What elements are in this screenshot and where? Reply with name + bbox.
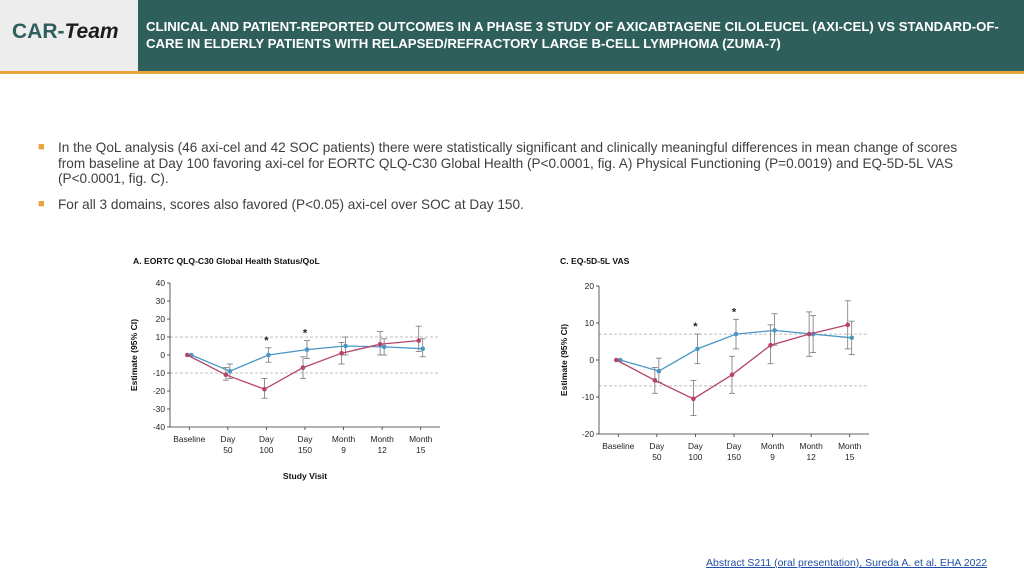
x-tick-label: 12: [377, 445, 387, 455]
y-tick-label: 20: [156, 314, 166, 324]
x-tick-label: Day: [259, 434, 275, 444]
y-tick-label: 30: [156, 296, 166, 306]
data-point: [768, 342, 773, 348]
bullet-item: ■ In the QoL analysis (46 axi-cel and 42 …: [38, 140, 988, 187]
bullet-text: For all 3 domains, scores also favored (…: [58, 196, 524, 212]
logo-brand: CAR-: [12, 20, 65, 43]
data-point: [343, 343, 348, 349]
data-point: [420, 346, 426, 351]
bullet-item: ■ For all 3 domains, scores also favored …: [38, 197, 988, 213]
x-tick-label: Month: [838, 441, 862, 451]
y-tick-label: -20: [153, 386, 165, 396]
x-tick-label: 12: [806, 452, 816, 462]
data-point: [691, 396, 696, 402]
header-bar: [0, 0, 1024, 71]
data-point: [845, 322, 851, 328]
bullet-list: ■ In the QoL analysis (46 axi-cel and 42 …: [38, 140, 988, 222]
x-tick-label: 9: [770, 452, 775, 462]
data-point: [266, 352, 271, 358]
chart-title: A. EORTC QLQ-C30 Global Health Status/Qo…: [133, 256, 320, 266]
x-tick-label: Month: [371, 434, 395, 444]
data-point: [377, 341, 383, 347]
data-point: [339, 350, 344, 356]
y-tick-label: -20: [582, 429, 594, 439]
x-tick-label: Month: [800, 441, 824, 451]
x-axis-label: Study Visit: [283, 471, 327, 481]
x-tick-label: Baseline: [602, 441, 634, 451]
chart-title: C. EQ-5D-5L VAS: [560, 256, 630, 266]
x-tick-label: 50: [652, 452, 662, 462]
x-tick-label: 150: [298, 445, 312, 455]
data-point: [223, 372, 229, 378]
data-point: [613, 357, 619, 363]
x-tick-label: Month: [409, 434, 433, 444]
y-tick-label: -30: [153, 404, 165, 414]
x-tick-label: Day: [298, 434, 314, 444]
x-tick-label: Day: [220, 434, 236, 444]
data-point: [695, 346, 700, 352]
data-point: [304, 347, 310, 352]
significance-marker: *: [732, 306, 737, 318]
data-point: [300, 365, 306, 370]
x-tick-label: 150: [727, 452, 741, 462]
x-tick-label: 9: [341, 445, 346, 455]
y-tick-label: 0: [160, 350, 165, 360]
y-tick-label: 10: [585, 318, 595, 328]
y-axis-label: Estimate (95% CI): [129, 319, 139, 391]
data-point: [381, 344, 387, 350]
data-point: [262, 386, 267, 392]
y-tick-label: 0: [589, 355, 594, 365]
x-tick-label: Day: [727, 441, 743, 451]
x-tick-label: 15: [845, 452, 855, 462]
slide-title: CLINICAL AND PATIENT-REPORTED OUTCOMES I…: [146, 19, 999, 51]
data-point: [733, 331, 739, 337]
x-tick-label: 15: [416, 445, 426, 455]
reference-link[interactable]: Abstract S211 (oral presentation), Sured…: [706, 557, 988, 569]
x-tick-label: Day: [649, 441, 665, 451]
data-point: [656, 368, 662, 374]
data-point: [849, 335, 855, 341]
significance-marker: *: [303, 328, 308, 340]
car-team-logo: CAR-Team: [12, 20, 119, 44]
x-tick-label: 100: [259, 445, 273, 455]
significance-marker: *: [693, 321, 698, 333]
data-point: [772, 328, 777, 333]
bullet-text: In the QoL analysis (46 axi-cel and 42 S…: [58, 140, 958, 186]
data-point: [806, 331, 812, 337]
x-tick-label: Month: [761, 441, 785, 451]
data-point: [652, 378, 658, 383]
y-tick-label: -10: [153, 368, 165, 378]
x-tick-label: 50: [223, 445, 233, 455]
y-tick-label: 20: [585, 281, 595, 291]
x-tick-label: Month: [332, 434, 356, 444]
data-point: [416, 338, 422, 343]
y-tick-label: -10: [582, 392, 594, 402]
logo-team: Team: [64, 20, 119, 43]
y-tick-label: 10: [156, 332, 166, 342]
x-tick-label: 100: [688, 452, 702, 462]
x-tick-label: Day: [688, 441, 704, 451]
chart-a-global-health: A. EORTC QLQ-C30 Global Health Status/Qo…: [129, 256, 440, 481]
logo-box: CAR-Team: [0, 0, 138, 71]
data-point: [227, 368, 233, 374]
y-axis-label: Estimate (95% CI): [559, 324, 569, 396]
accent-divider: [0, 71, 1024, 74]
y-tick-label: -40: [153, 422, 165, 432]
y-tick-label: 40: [156, 278, 166, 288]
data-point: [184, 352, 190, 358]
x-tick-label: Baseline: [173, 434, 205, 444]
data-point: [729, 372, 735, 378]
bullet-square-icon: ■: [38, 197, 45, 210]
significance-marker: *: [264, 335, 269, 347]
bullet-square-icon: ■: [38, 141, 45, 153]
